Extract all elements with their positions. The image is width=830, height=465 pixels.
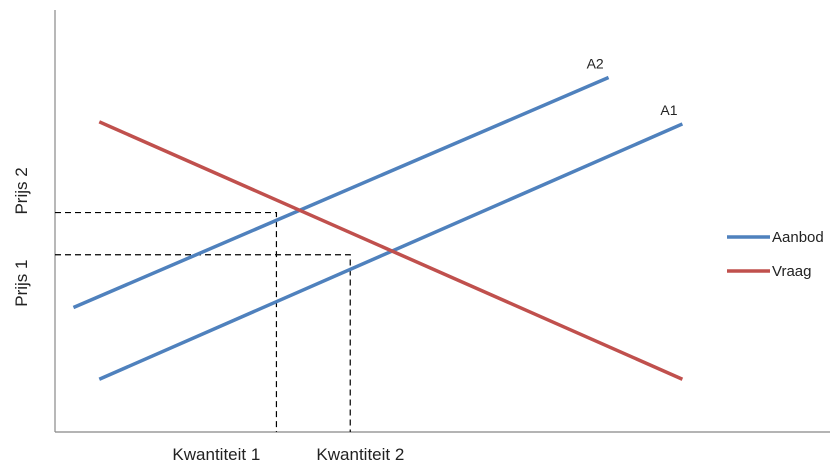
legend-label-vraag: Vraag — [772, 263, 811, 280]
reference-line-2 — [55, 254, 351, 432]
line-label-a1: A1 — [660, 102, 677, 118]
x-tick-label-1: Kwantiteit 1 — [172, 445, 260, 464]
reference-line-1 — [55, 211, 278, 432]
line-labels: A2 A1 — [587, 56, 678, 118]
axes — [54, 10, 830, 433]
y-tick-label-2: Prijs 2 — [12, 167, 31, 214]
series-lines — [72, 75, 684, 381]
legend-label-aanbod: Aanbod — [772, 229, 824, 246]
legend: Aanbod Vraag — [727, 229, 824, 280]
x-tick-label-2: Kwantiteit 2 — [316, 445, 404, 464]
line-label-a2: A2 — [587, 56, 604, 72]
y-tick-label-1: Prijs 1 — [12, 260, 31, 307]
tick-labels: Kwantiteit 1 Kwantiteit 2 Prijs 1 Prijs 2 — [12, 167, 404, 464]
reference-lines — [55, 211, 351, 432]
series-line-vraag — [98, 120, 684, 381]
series-line-a2 — [72, 75, 610, 310]
